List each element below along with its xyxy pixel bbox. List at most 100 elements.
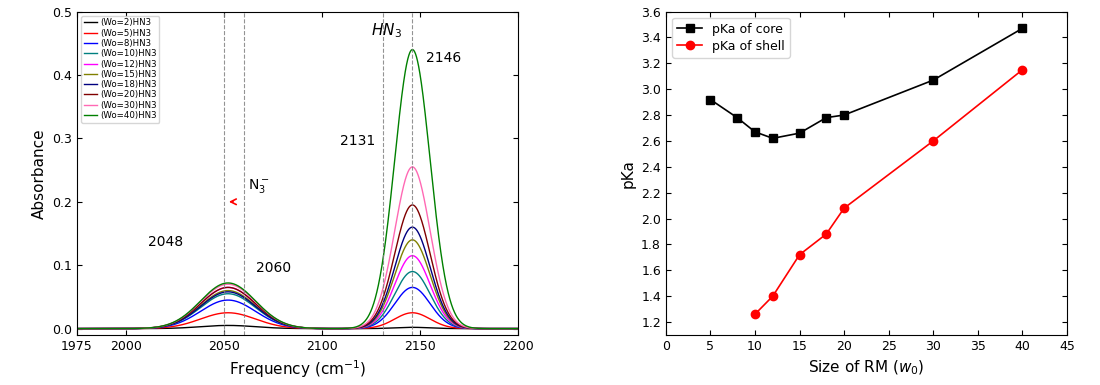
Legend: pKa of core, pKa of shell: pKa of core, pKa of shell <box>672 18 790 57</box>
Line: (Wo=20)HN3: (Wo=20)HN3 <box>77 205 518 329</box>
(Wo=40)HN3 <box>512 326 525 331</box>
(Wo=2)HN3 <box>221 323 234 328</box>
pKa of shell <box>748 312 761 316</box>
(Wo=20)HN3 <box>433 290 447 294</box>
(Wo=5)HN3 <box>239 313 252 318</box>
(Wo=10)HN3 <box>512 326 525 331</box>
(Wo=15)HN3 <box>239 295 252 300</box>
Line: (Wo=30)HN3: (Wo=30)HN3 <box>77 167 518 329</box>
(Wo=10)HN3 <box>406 269 419 274</box>
(Wo=30)HN3 <box>399 174 412 179</box>
Line: (Wo=2)HN3: (Wo=2)HN3 <box>77 325 518 329</box>
(Wo=5)HN3 <box>70 326 84 331</box>
(Wo=30)HN3 <box>358 323 371 327</box>
pKa of core <box>730 116 744 120</box>
(Wo=40)HN3 <box>406 47 419 52</box>
Y-axis label: pKa: pKa <box>620 159 636 188</box>
Line: pKa of shell: pKa of shell <box>751 65 1026 318</box>
(Wo=18)HN3 <box>70 326 84 331</box>
pKa of core <box>837 113 850 117</box>
(Wo=8)HN3 <box>336 326 349 331</box>
pKa of shell <box>926 139 939 143</box>
Line: (Wo=10)HN3: (Wo=10)HN3 <box>77 271 518 329</box>
(Wo=10)HN3 <box>336 326 349 331</box>
Line: (Wo=40)HN3: (Wo=40)HN3 <box>77 50 518 329</box>
(Wo=2)HN3 <box>336 326 349 331</box>
pKa of shell <box>837 206 850 211</box>
(Wo=20)HN3 <box>336 326 349 331</box>
(Wo=5)HN3 <box>399 311 412 316</box>
(Wo=18)HN3 <box>399 231 412 235</box>
(Wo=15)HN3 <box>433 300 447 305</box>
(Wo=5)HN3 <box>358 326 371 331</box>
pKa of core <box>793 131 806 136</box>
(Wo=12)HN3 <box>399 258 412 262</box>
(Wo=40)HN3 <box>239 289 252 294</box>
Text: 2131: 2131 <box>340 134 375 148</box>
(Wo=30)HN3 <box>70 326 84 331</box>
pKa of core <box>704 97 717 102</box>
(Wo=2)HN3 <box>512 326 525 331</box>
(Wo=40)HN3 <box>358 320 371 325</box>
(Wo=20)HN3 <box>406 203 419 207</box>
(Wo=2)HN3 <box>358 326 371 331</box>
(Wo=12)HN3 <box>151 325 164 330</box>
(Wo=20)HN3 <box>239 293 252 297</box>
(Wo=20)HN3 <box>512 326 525 331</box>
X-axis label: Size of RM ($w_0$): Size of RM ($w_0$) <box>808 358 925 377</box>
Line: (Wo=12)HN3: (Wo=12)HN3 <box>77 256 518 329</box>
Line: pKa of core: pKa of core <box>706 24 1026 142</box>
(Wo=10)HN3 <box>399 273 412 277</box>
(Wo=8)HN3 <box>70 326 84 331</box>
pKa of shell <box>767 294 780 298</box>
X-axis label: Frequency (cm$^{-1}$): Frequency (cm$^{-1}$) <box>229 358 366 380</box>
Line: (Wo=5)HN3: (Wo=5)HN3 <box>77 313 518 329</box>
(Wo=15)HN3 <box>512 326 525 331</box>
(Wo=40)HN3 <box>399 64 412 68</box>
pKa of core <box>1015 26 1028 31</box>
(Wo=2)HN3 <box>70 326 84 331</box>
(Wo=40)HN3 <box>433 244 447 248</box>
(Wo=8)HN3 <box>358 325 371 330</box>
(Wo=30)HN3 <box>512 326 525 331</box>
Y-axis label: Absorbance: Absorbance <box>32 128 46 219</box>
(Wo=18)HN3 <box>433 296 447 301</box>
(Wo=2)HN3 <box>239 324 252 328</box>
(Wo=15)HN3 <box>70 326 84 331</box>
Text: N$_3^-$: N$_3^-$ <box>248 177 270 196</box>
(Wo=30)HN3 <box>239 290 252 295</box>
(Wo=10)HN3 <box>70 326 84 331</box>
(Wo=10)HN3 <box>433 310 447 314</box>
(Wo=30)HN3 <box>406 165 419 169</box>
(Wo=20)HN3 <box>399 210 412 214</box>
(Wo=12)HN3 <box>433 305 447 309</box>
(Wo=10)HN3 <box>151 325 164 330</box>
(Wo=10)HN3 <box>358 325 371 330</box>
(Wo=2)HN3 <box>151 326 164 331</box>
(Wo=15)HN3 <box>399 243 412 247</box>
Text: HN$_3$: HN$_3$ <box>372 22 403 40</box>
(Wo=18)HN3 <box>512 326 525 331</box>
(Wo=18)HN3 <box>151 325 164 330</box>
(Wo=12)HN3 <box>239 293 252 297</box>
(Wo=2)HN3 <box>399 325 412 330</box>
pKa of shell <box>793 253 806 257</box>
(Wo=5)HN3 <box>433 321 447 326</box>
(Wo=40)HN3 <box>151 325 164 329</box>
(Wo=18)HN3 <box>239 296 252 301</box>
Text: 2060: 2060 <box>255 261 290 275</box>
(Wo=20)HN3 <box>151 325 164 330</box>
(Wo=20)HN3 <box>358 323 371 328</box>
(Wo=5)HN3 <box>221 310 234 315</box>
(Wo=8)HN3 <box>239 303 252 308</box>
(Wo=8)HN3 <box>512 326 525 331</box>
pKa of core <box>926 78 939 82</box>
(Wo=15)HN3 <box>151 325 164 330</box>
(Wo=5)HN3 <box>151 326 164 330</box>
(Wo=12)HN3 <box>358 325 371 329</box>
(Wo=2)HN3 <box>433 326 447 331</box>
(Wo=18)HN3 <box>406 225 419 229</box>
(Wo=12)HN3 <box>406 253 419 258</box>
(Wo=40)HN3 <box>336 326 349 331</box>
(Wo=30)HN3 <box>151 325 164 329</box>
